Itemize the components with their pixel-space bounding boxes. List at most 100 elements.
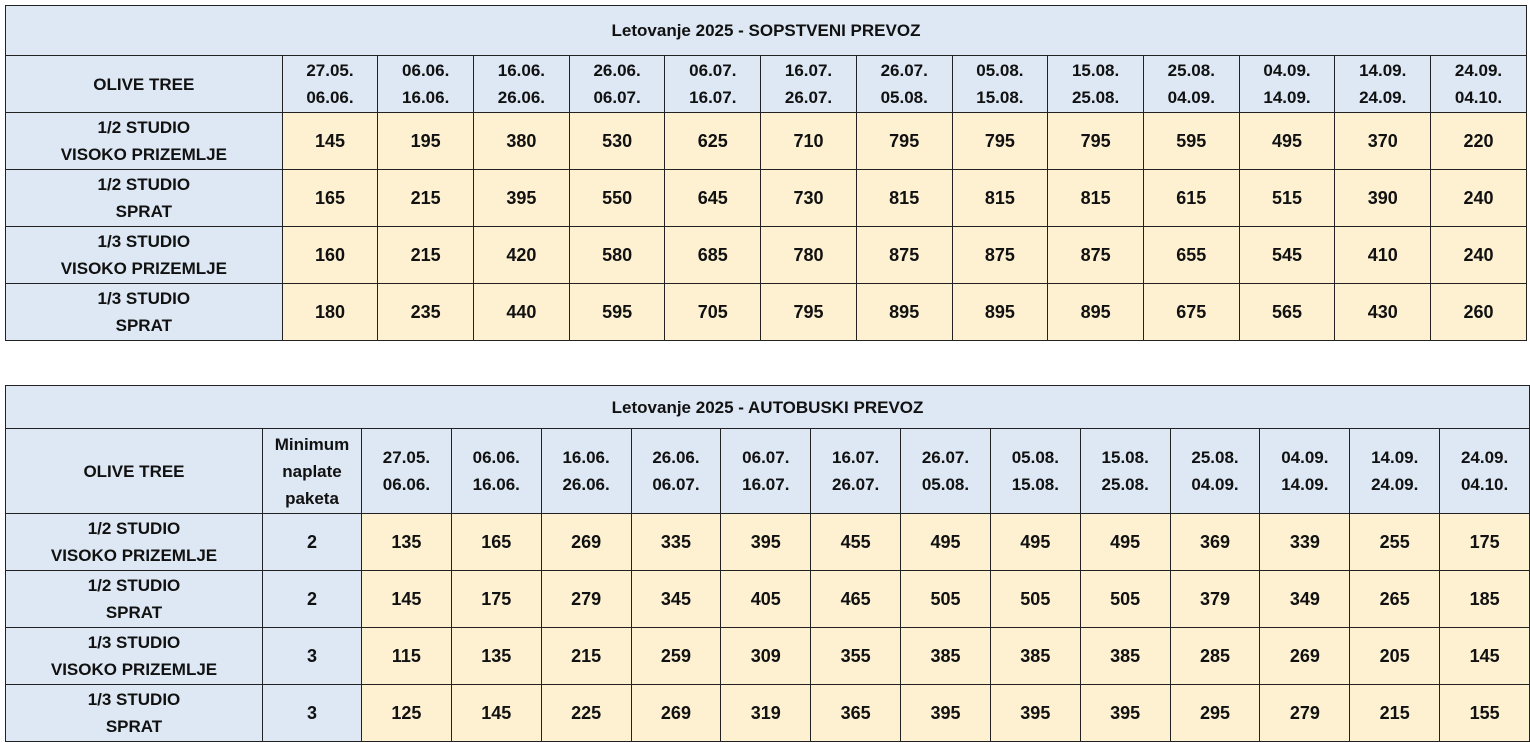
price-cell: 365 xyxy=(810,684,902,742)
price-cell: 875 xyxy=(855,226,953,284)
room-type-line: 1/3 STUDIO xyxy=(97,289,191,308)
table-row: 1/2 STUDIO SPRAT 2 145 175 279 345 405 465 505 505… xyxy=(5,570,1530,628)
period-end: 04.10. xyxy=(1460,475,1509,494)
price-cell: 780 xyxy=(760,226,857,284)
period-end: 04.09. xyxy=(1191,475,1239,494)
price-table-own-transport: Letovanje 2025 - SOPSTVENI PREVOZ OLIVE … xyxy=(5,5,1527,341)
room-type-label: 1/2 STUDIO SPRAT xyxy=(5,570,263,628)
period-start: 24.09. xyxy=(1454,61,1503,80)
period-header: 26.07. 05.08. xyxy=(900,428,991,514)
period-header: 06.06. 16.06. xyxy=(377,55,475,113)
price-cell: 815 xyxy=(855,169,953,227)
price-cell: 185 xyxy=(1439,570,1530,628)
period-end: 26.06. xyxy=(497,88,546,107)
price-cell: 125 xyxy=(361,684,452,742)
period-start: 16.06. xyxy=(497,61,546,80)
price-cell: 705 xyxy=(664,283,762,341)
table-title: Letovanje 2025 - AUTOBUSKI PREVOZ xyxy=(4,385,1530,429)
price-cell: 345 xyxy=(630,570,722,628)
period-header: 15.08. 25.08. xyxy=(1047,55,1144,113)
price-cell: 145 xyxy=(1439,627,1530,685)
price-cell: 795 xyxy=(760,283,857,341)
price-cell: 370 xyxy=(1334,112,1432,170)
period-header: 05.08. 15.08. xyxy=(951,55,1049,113)
price-cell: 815 xyxy=(1047,169,1144,227)
period-header: 27.05. 06.06. xyxy=(361,428,452,514)
room-type-line: SPRAT xyxy=(115,202,172,221)
corner-label: OLIVE TREE xyxy=(5,428,263,514)
price-cell: 530 xyxy=(568,112,666,170)
period-header: 25.08. 04.09. xyxy=(1142,55,1240,113)
price-cell: 795 xyxy=(951,112,1049,170)
price-cell: 625 xyxy=(664,112,762,170)
price-cell: 430 xyxy=(1334,283,1432,341)
period-end: 15.08. xyxy=(1011,475,1059,494)
price-cell: 395 xyxy=(1079,684,1171,742)
period-header: 05.08. 15.08. xyxy=(989,428,1081,514)
room-type-line: 1/2 STUDIO xyxy=(97,118,191,137)
period-header: 16.07. 26.07. xyxy=(810,428,902,514)
price-cell: 615 xyxy=(1142,169,1240,227)
minimum-header-line: naplate xyxy=(282,461,342,481)
price-cell: 495 xyxy=(900,513,991,571)
price-cell: 405 xyxy=(720,570,812,628)
price-cell: 260 xyxy=(1430,283,1527,341)
price-cell: 295 xyxy=(1169,684,1261,742)
period-header: 26.06. 06.07. xyxy=(568,55,666,113)
price-cell: 410 xyxy=(1334,226,1432,284)
price-cell: 395 xyxy=(720,513,812,571)
room-type-line: VISOKO PRIZEMLJE xyxy=(60,145,227,164)
price-cell: 115 xyxy=(361,627,452,685)
period-start: 25.08. xyxy=(1167,61,1215,80)
price-cell: 255 xyxy=(1349,513,1441,571)
period-start: 27.05. xyxy=(306,61,354,80)
price-cell: 269 xyxy=(1259,627,1351,685)
period-end: 06.06. xyxy=(382,475,431,494)
period-start: 06.07. xyxy=(689,61,737,80)
period-header: 04.09. 14.09. xyxy=(1238,55,1336,113)
table-row: 1/3 STUDIO VISOKO PRIZEMLJE 160 215 420 580 68… xyxy=(5,226,1527,284)
minimum-header-line: paketa xyxy=(285,488,339,508)
table-row: 1/2 STUDIO VISOKO PRIZEMLJE 145 195 380 530 62… xyxy=(5,112,1527,170)
price-cell: 215 xyxy=(1349,684,1441,742)
price-cell: 420 xyxy=(473,226,570,284)
price-cell: 355 xyxy=(810,627,902,685)
price-cell: 505 xyxy=(989,570,1081,628)
price-cell: 349 xyxy=(1259,570,1351,628)
period-start: 14.09. xyxy=(1371,448,1419,467)
period-header: 14.09. 24.09. xyxy=(1334,55,1432,113)
price-cell: 580 xyxy=(568,226,666,284)
price-cell: 595 xyxy=(1142,112,1240,170)
price-cell: 335 xyxy=(630,513,722,571)
period-end: 25.08. xyxy=(1101,475,1149,494)
price-cell: 175 xyxy=(1439,513,1530,571)
price-cell: 269 xyxy=(630,684,722,742)
period-end: 26.07. xyxy=(832,475,880,494)
period-end: 14.09. xyxy=(1263,88,1311,107)
period-header: 16.06. 26.06. xyxy=(473,55,570,113)
period-header: 06.06. 16.06. xyxy=(450,428,542,514)
price-cell: 145 xyxy=(281,112,379,170)
minimum-persons-cell: 2 xyxy=(262,570,362,628)
price-cell: 380 xyxy=(473,112,570,170)
price-cell: 505 xyxy=(1079,570,1171,628)
price-cell: 815 xyxy=(951,169,1049,227)
price-cell: 795 xyxy=(1047,112,1144,170)
period-end: 04.10. xyxy=(1454,88,1503,107)
price-cell: 215 xyxy=(377,226,475,284)
price-cell: 165 xyxy=(450,513,542,571)
price-cell: 269 xyxy=(540,513,632,571)
price-cell: 440 xyxy=(473,283,570,341)
minimum-header: Minimum naplate paketa xyxy=(262,428,362,514)
minimum-persons-cell: 3 xyxy=(262,627,362,685)
period-start: 06.07. xyxy=(742,448,790,467)
table-row: 1/3 STUDIO SPRAT 3 125 145 225 269 319 365 395 395… xyxy=(5,684,1530,742)
price-table-bus-transport: Letovanje 2025 - AUTOBUSKI PREVOZ OLIVE … xyxy=(4,385,1530,742)
price-cell: 390 xyxy=(1334,169,1432,227)
corner-label: OLIVE TREE xyxy=(5,55,283,113)
room-type-line: 1/3 STUDIO xyxy=(97,232,191,251)
price-cell: 710 xyxy=(760,112,857,170)
price-cell: 155 xyxy=(1439,684,1530,742)
period-start: 26.06. xyxy=(652,448,700,467)
price-cell: 265 xyxy=(1349,570,1441,628)
